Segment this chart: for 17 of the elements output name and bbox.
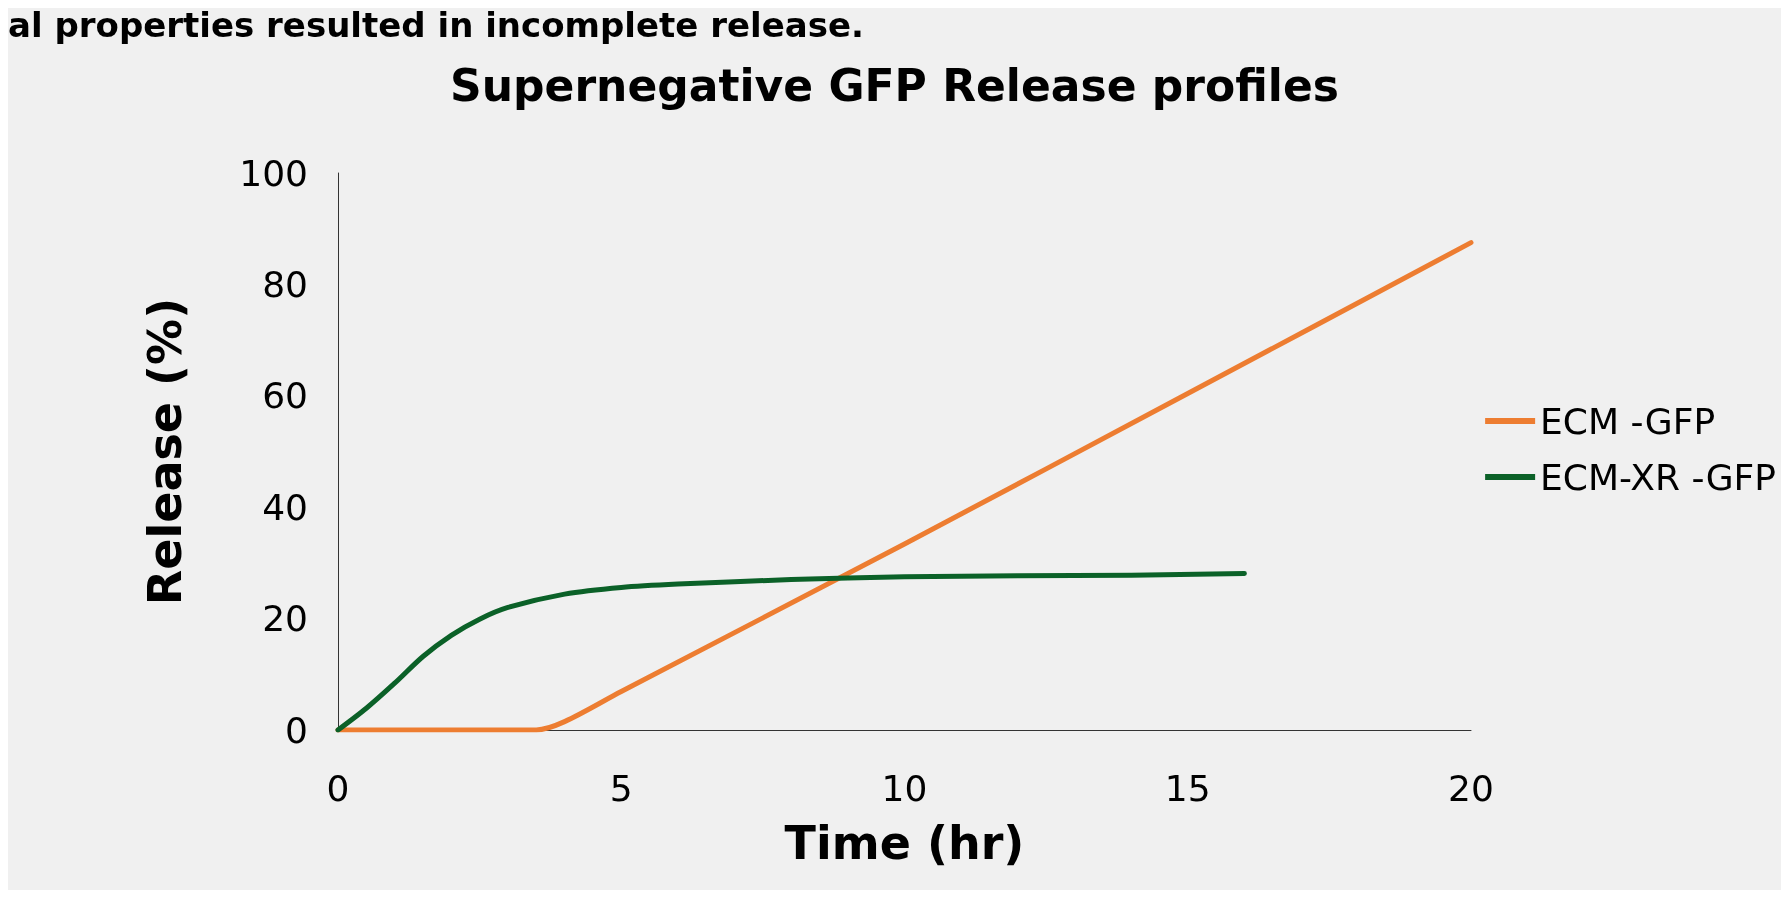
- y-tick-label: 60: [262, 375, 308, 417]
- y-tick-label: 80: [262, 263, 308, 305]
- y-tick-label: 20: [262, 598, 308, 640]
- y-tick-label: 40: [262, 486, 308, 528]
- chart-title: Supernegative GFP Release profiles: [450, 59, 1339, 111]
- text: al properties resulted in incomplete release.: [8, 5, 864, 45]
- x-tick-label: 5: [609, 767, 633, 809]
- x-axis-title: Time (hr): [784, 816, 1025, 870]
- legend-label: ECM-XR -GFP: [1540, 456, 1777, 498]
- x-tick-label: 20: [1448, 767, 1494, 809]
- x-tick-label: 10: [881, 767, 928, 809]
- y-axis-title: Release (%): [138, 297, 192, 606]
- x-tick-label: 15: [1164, 767, 1211, 809]
- legend-label: ECM -GFP: [1540, 400, 1716, 442]
- y-tick-label: 0: [285, 709, 308, 751]
- y-tick-label: 100: [239, 152, 308, 194]
- x-tick-label: 0: [326, 767, 350, 809]
